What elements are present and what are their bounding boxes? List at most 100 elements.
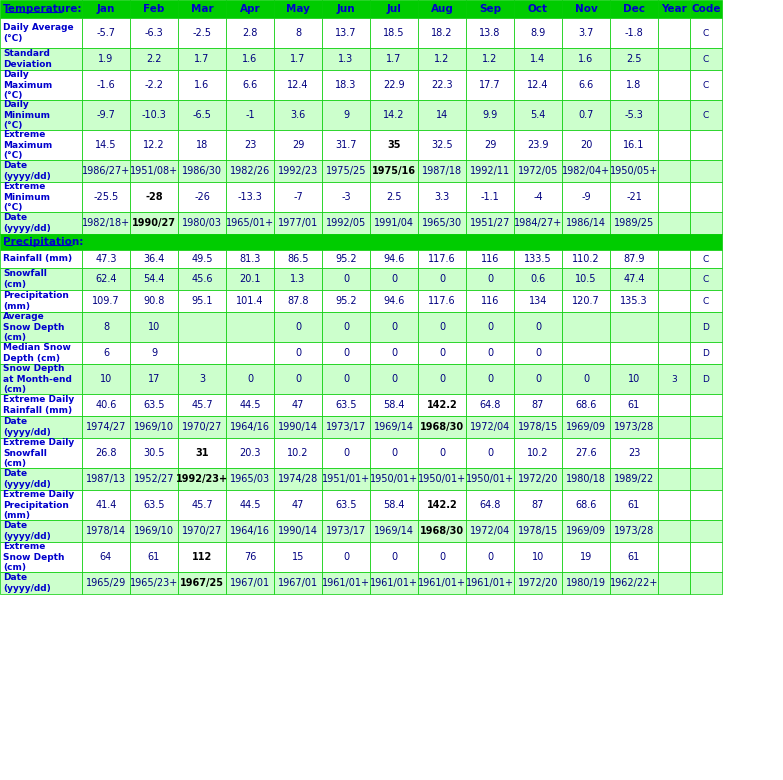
Text: 1.6: 1.6 — [243, 54, 258, 64]
Text: 9.9: 9.9 — [482, 110, 498, 120]
Bar — [562, 364, 610, 394]
Bar — [322, 268, 370, 290]
Text: 133.5: 133.5 — [524, 254, 552, 264]
Bar — [226, 18, 274, 48]
Text: 1984/27+: 1984/27+ — [514, 218, 562, 228]
Bar — [466, 70, 514, 100]
Text: 1989/25: 1989/25 — [614, 218, 654, 228]
Bar — [610, 490, 658, 520]
Text: 1961/01+: 1961/01+ — [322, 578, 370, 588]
Text: 1965/23+: 1965/23+ — [130, 578, 178, 588]
Bar — [82, 0, 130, 18]
Text: 95.2: 95.2 — [335, 296, 357, 306]
Text: 1.6: 1.6 — [579, 54, 594, 64]
Bar — [370, 342, 418, 364]
Text: 1972/04: 1972/04 — [470, 526, 511, 536]
Bar — [658, 182, 690, 212]
Bar — [690, 268, 722, 290]
Bar — [466, 212, 514, 234]
Text: 58.4: 58.4 — [383, 500, 405, 510]
Text: 101.4: 101.4 — [236, 296, 264, 306]
Text: C: C — [703, 275, 709, 283]
Bar — [82, 212, 130, 234]
Text: 0: 0 — [535, 348, 541, 358]
Bar — [370, 290, 418, 312]
Text: 0.6: 0.6 — [530, 274, 546, 284]
Text: 1974/28: 1974/28 — [278, 474, 318, 484]
Text: 10: 10 — [628, 374, 640, 384]
Bar — [130, 130, 178, 160]
Bar — [514, 182, 562, 212]
Text: 1992/11: 1992/11 — [470, 166, 510, 176]
Text: 30.5: 30.5 — [143, 448, 164, 458]
Text: -3: -3 — [341, 192, 351, 202]
Bar — [562, 212, 610, 234]
Bar — [418, 364, 466, 394]
Bar — [226, 212, 274, 234]
Bar — [226, 70, 274, 100]
Text: Average
Snow Depth
(cm): Average Snow Depth (cm) — [3, 312, 64, 342]
Text: 117.6: 117.6 — [428, 296, 456, 306]
Text: 1951/27: 1951/27 — [470, 218, 511, 228]
Text: 0: 0 — [487, 348, 493, 358]
Bar — [690, 394, 722, 416]
Bar — [466, 160, 514, 182]
Bar — [562, 18, 610, 48]
Bar — [322, 70, 370, 100]
Text: Temperature:: Temperature: — [3, 4, 82, 14]
Bar — [418, 18, 466, 48]
Text: 40.6: 40.6 — [96, 400, 117, 410]
Bar — [322, 468, 370, 490]
Text: Standard
Deviation: Standard Deviation — [3, 49, 52, 69]
Bar — [418, 182, 466, 212]
Bar — [0, 342, 82, 364]
Bar — [690, 100, 722, 130]
Text: 6: 6 — [103, 348, 109, 358]
Bar — [658, 18, 690, 48]
Text: 1964/16: 1964/16 — [230, 526, 270, 536]
Text: 10: 10 — [148, 322, 161, 332]
Bar — [322, 416, 370, 438]
Text: 1969/09: 1969/09 — [566, 422, 606, 432]
Bar — [690, 160, 722, 182]
Bar — [370, 312, 418, 342]
Text: -1.1: -1.1 — [481, 192, 500, 202]
Bar — [178, 364, 226, 394]
Bar — [466, 364, 514, 394]
Bar — [322, 438, 370, 468]
Text: -9.7: -9.7 — [96, 110, 115, 120]
Bar — [562, 0, 610, 18]
Text: 29: 29 — [484, 140, 496, 150]
Text: 1980/19: 1980/19 — [566, 578, 606, 588]
Text: -4: -4 — [533, 192, 543, 202]
Text: -13.3: -13.3 — [237, 192, 262, 202]
Text: 0: 0 — [295, 322, 301, 332]
Bar — [226, 268, 274, 290]
Bar — [226, 290, 274, 312]
Text: 0: 0 — [295, 374, 301, 384]
Bar — [514, 100, 562, 130]
Bar — [610, 290, 658, 312]
Text: 1967/01: 1967/01 — [278, 578, 318, 588]
Bar — [418, 394, 466, 416]
Bar — [690, 130, 722, 160]
Bar — [322, 100, 370, 130]
Bar — [610, 364, 658, 394]
Text: 1.7: 1.7 — [290, 54, 305, 64]
Text: 47: 47 — [292, 400, 304, 410]
Bar — [322, 182, 370, 212]
Text: -28: -28 — [145, 192, 163, 202]
Bar — [130, 290, 178, 312]
Text: 27.6: 27.6 — [576, 448, 597, 458]
Bar — [274, 0, 322, 18]
Text: C: C — [703, 55, 709, 63]
Bar — [0, 250, 82, 268]
Text: 0: 0 — [535, 374, 541, 384]
Bar — [514, 130, 562, 160]
Text: Daily Average
(°C): Daily Average (°C) — [3, 23, 74, 43]
Bar — [514, 212, 562, 234]
Bar — [178, 416, 226, 438]
Text: 120.7: 120.7 — [572, 296, 600, 306]
Bar — [274, 438, 322, 468]
Bar — [466, 130, 514, 160]
